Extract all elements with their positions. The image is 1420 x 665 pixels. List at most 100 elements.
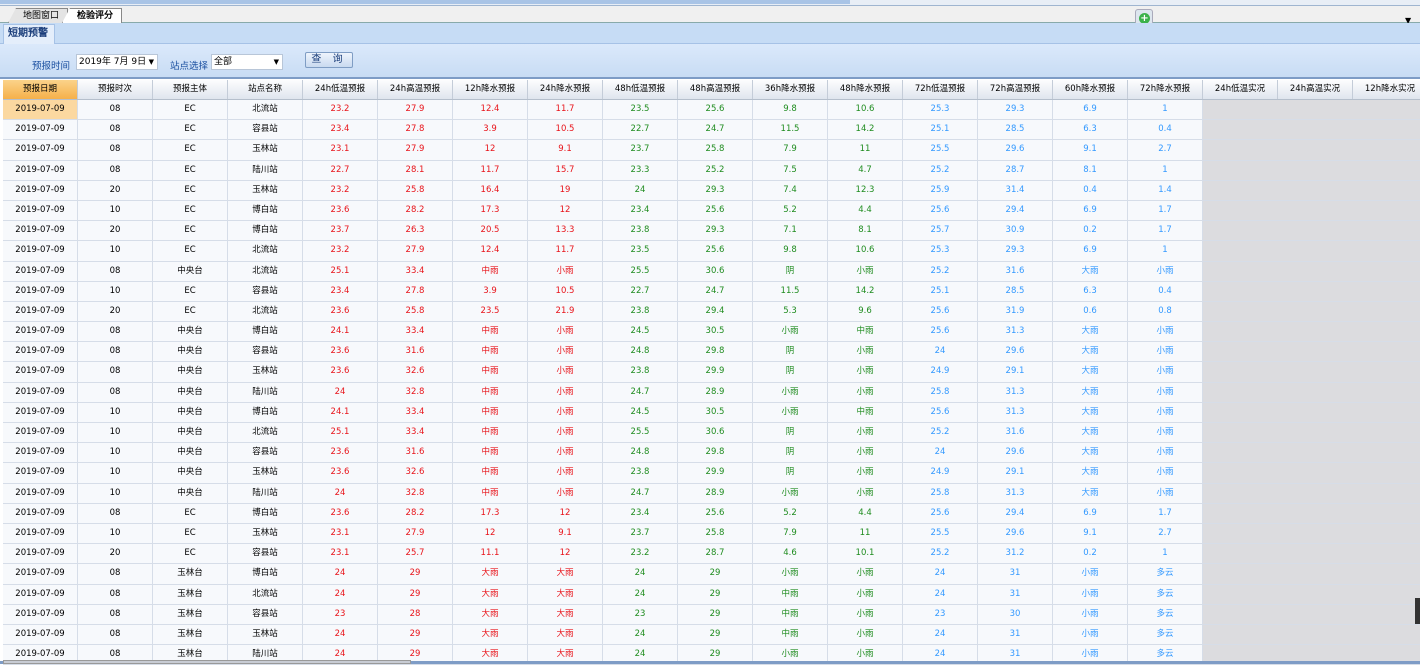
table-cell bbox=[1278, 423, 1353, 443]
table-cell: 30.5 bbox=[678, 402, 753, 422]
table-row[interactable]: 2019-07-09 08 EC 玉林站 23.1 27.9 12 9.1 23.7 25.8 7.… bbox=[3, 140, 1420, 161]
table-row[interactable]: 2019-07-09 20 EC 北流站 23.6 25.8 23.5 21.9 23.8 29.… bbox=[3, 301, 1420, 323]
tab-short-term-warning[interactable]: 短期预警 bbox=[3, 24, 55, 44]
column-header[interactable]: 24h高温预报 bbox=[378, 80, 453, 99]
table-cell: 28.2 bbox=[378, 200, 453, 221]
table-row[interactable]: 2019-07-09 08 EC 容县站 23.4 27.8 3.9 10.5 22.7 24.7… bbox=[3, 120, 1420, 141]
table-row[interactable]: 2019-07-09 10 EC 北流站 23.2 27.9 12.4 11.7 23.5 25.… bbox=[3, 241, 1420, 262]
column-header[interactable]: 24h降水预报 bbox=[528, 80, 603, 99]
table-cell bbox=[1203, 624, 1278, 645]
table-cell: 08 bbox=[78, 100, 153, 120]
table-row[interactable]: 2019-07-09 10 中央台 容县站 23.6 31.6 中雨 小雨 24.8 29.8 阴小… bbox=[3, 443, 1420, 464]
column-header[interactable]: 72h低温预报 bbox=[903, 80, 978, 99]
table-row[interactable]: 2019-07-09 08 玉林台 玉林站 24 29 大雨 大雨 24 29 中雨 小雨 24 31 小雨… bbox=[3, 624, 1420, 646]
table-row[interactable]: 2019-07-09 20 EC 容县站 23.1 25.7 11.1 12 23.2 28.7 4… bbox=[3, 544, 1420, 565]
table-cell: 24 bbox=[903, 624, 978, 645]
table-cell: 0.6 bbox=[1053, 301, 1128, 322]
column-header[interactable]: 24h低温预报 bbox=[303, 80, 378, 99]
table-row[interactable]: 2019-07-09 08 玉林台 博白站 24 29 大雨 大雨 24 29 小雨 小雨 24 31 小雨… bbox=[3, 564, 1420, 585]
table-cell: EC bbox=[153, 281, 228, 301]
table-row[interactable]: 2019-07-09 08 中央台 容县站 23.6 31.6 中雨 小雨 24.8 29.8 阴小… bbox=[3, 342, 1420, 363]
table-cell: 20 bbox=[78, 544, 153, 564]
table-cell: 25.6 bbox=[903, 200, 978, 221]
tab-verification-score[interactable]: 检验评分 bbox=[62, 8, 123, 23]
table-row[interactable]: 2019-07-09 10 EC 玉林站 23.1 27.9 12 9.1 23.7 25.8 7.… bbox=[3, 523, 1420, 545]
query-button[interactable]: 查 询 bbox=[305, 52, 353, 68]
station-select[interactable]: 全部 ▼ bbox=[211, 54, 283, 70]
table-cell: 24 bbox=[603, 584, 678, 604]
table-cell: 2019-07-09 bbox=[3, 402, 78, 422]
table-row[interactable]: 2019-07-09 10 中央台 博白站 24.1 33.4 中雨 小雨 24.5 30.5 小雨… bbox=[3, 402, 1420, 423]
forecast-date-picker[interactable]: 2019年 7月 9日 ▼ bbox=[76, 54, 158, 70]
table-cell: 10 bbox=[78, 200, 153, 221]
table-row[interactable]: 2019-07-09 10 EC 博白站 23.6 28.2 17.3 12 23.4 25.6 5… bbox=[3, 200, 1420, 222]
table-row[interactable]: 2019-07-09 08 玉林台 容县站 23 28 大雨 大雨 23 29 中雨 小雨 23 30 小雨… bbox=[3, 604, 1420, 625]
table-row[interactable]: 2019-07-09 10 中央台 北流站 25.1 33.4 中雨 小雨 25.5 30.6 阴小… bbox=[3, 423, 1420, 444]
table-cell: 9.1 bbox=[528, 140, 603, 160]
table-cell bbox=[1203, 564, 1278, 584]
table-cell: 中央台 bbox=[153, 362, 228, 382]
table-cell bbox=[1203, 483, 1278, 503]
column-header[interactable]: 72h高温预报 bbox=[978, 80, 1053, 99]
table-cell: 23.8 bbox=[603, 463, 678, 483]
table-cell: 12 bbox=[528, 544, 603, 564]
table-cell: 大雨 bbox=[1053, 261, 1128, 281]
table-row[interactable]: 2019-07-09 10 中央台 玉林站 23.6 32.6 中雨 小雨 23.8 29.9 阴小… bbox=[3, 463, 1420, 484]
table-row[interactable]: 2019-07-09 08 玉林台 北流站 24 29 大雨 大雨 24 29 中雨 小雨 24 31 小雨… bbox=[3, 584, 1420, 605]
tab-list-dropdown-icon[interactable]: ▼ bbox=[1405, 16, 1412, 25]
table-cell: 30.6 bbox=[678, 423, 753, 443]
column-header[interactable]: 60h降水预报 bbox=[1053, 80, 1128, 99]
table-cell: 17.3 bbox=[453, 200, 528, 221]
table-cell: 10 bbox=[78, 523, 153, 544]
table-row[interactable]: 2019-07-09 20 EC 博白站 23.7 26.3 20.5 13.3 23.8 29.… bbox=[3, 221, 1420, 242]
table-cell: 24.8 bbox=[603, 342, 678, 362]
column-header[interactable]: 站点名称 bbox=[228, 80, 303, 99]
column-header[interactable]: 12h降水预报 bbox=[453, 80, 528, 99]
column-header[interactable]: 48h高温预报 bbox=[678, 80, 753, 99]
table-cell: 阴 bbox=[753, 463, 828, 483]
table-row[interactable]: 2019-07-09 08 EC 陆川站 22.7 28.1 11.7 15.7 23.3 25.… bbox=[3, 160, 1420, 181]
table-cell: 10 bbox=[78, 281, 153, 301]
table-cell: 小雨 bbox=[753, 564, 828, 584]
vertical-scrollbar[interactable] bbox=[1415, 598, 1420, 624]
table-row[interactable]: 2019-07-09 10 中央台 陆川站 24 32.8 中雨 小雨 24.7 28.9 小雨 小雨… bbox=[3, 483, 1420, 504]
column-header[interactable]: 72h降水预报 bbox=[1128, 80, 1203, 99]
column-header[interactable]: 预报主体 bbox=[153, 80, 228, 99]
table-row[interactable]: 2019-07-09 20 EC 玉林站 23.2 25.8 16.4 19 24 29.3 7.4… bbox=[3, 180, 1420, 201]
table-cell: 12.3 bbox=[828, 180, 903, 200]
column-header[interactable]: 24h低温实况 bbox=[1203, 80, 1278, 99]
table-cell: 29.4 bbox=[678, 301, 753, 322]
column-header[interactable]: 48h降水预报 bbox=[828, 80, 903, 99]
column-header[interactable]: 预报日期 bbox=[3, 80, 78, 99]
table-row[interactable]: 2019-07-09 10 EC 容县站 23.4 27.8 3.9 10.5 22.7 24.7… bbox=[3, 281, 1420, 302]
table-cell: 29.6 bbox=[978, 523, 1053, 544]
table-cell: 10 bbox=[78, 423, 153, 443]
table-cell: 23.8 bbox=[603, 221, 678, 241]
column-header[interactable]: 48h低温预报 bbox=[603, 80, 678, 99]
table-cell bbox=[1353, 342, 1420, 362]
table-cell: 25.6 bbox=[903, 301, 978, 322]
table-row[interactable]: 2019-07-09 08 中央台 博白站 24.1 33.4 中雨 小雨 24.5 30.5 小雨… bbox=[3, 322, 1420, 343]
table-cell: 小雨 bbox=[828, 624, 903, 645]
table-cell: 25.2 bbox=[903, 423, 978, 443]
table-cell: 08 bbox=[78, 120, 153, 140]
table-row[interactable]: 2019-07-09 08 EC 北流站 23.2 27.9 12.4 11.7 23.5 25.… bbox=[3, 100, 1420, 121]
table-cell: 小雨 bbox=[828, 342, 903, 362]
table-cell bbox=[1203, 645, 1278, 665]
column-header[interactable]: 24h高温实况 bbox=[1278, 80, 1353, 99]
table-cell: 30.9 bbox=[978, 221, 1053, 241]
table-cell bbox=[1278, 241, 1353, 261]
table-row[interactable]: 2019-07-09 08 中央台 陆川站 24 32.8 中雨 小雨 24.7 28.9 小雨 小雨… bbox=[3, 382, 1420, 403]
column-header[interactable]: 36h降水预报 bbox=[753, 80, 828, 99]
table-row[interactable]: 2019-07-09 08 EC 博白站 23.6 28.2 17.3 12 23.4 25.6 5… bbox=[3, 503, 1420, 524]
table-cell: 23.5 bbox=[453, 301, 528, 322]
horizontal-scrollbar[interactable] bbox=[3, 660, 411, 664]
table-cell: EC bbox=[153, 160, 228, 180]
column-header[interactable]: 预报时次 bbox=[78, 80, 153, 99]
table-cell: 31.3 bbox=[978, 402, 1053, 422]
table-row[interactable]: 2019-07-09 08 中央台 北流站 25.1 33.4 中雨 小雨 25.5 30.6 阴小… bbox=[3, 261, 1420, 282]
tab-map-window[interactable]: 地图窗口 bbox=[8, 8, 69, 23]
column-header[interactable]: 12h降水实况 bbox=[1353, 80, 1420, 99]
table-cell: 25.8 bbox=[378, 180, 453, 200]
table-row[interactable]: 2019-07-09 08 中央台 玉林站 23.6 32.6 中雨 小雨 23.8 29.9 阴小… bbox=[3, 362, 1420, 383]
